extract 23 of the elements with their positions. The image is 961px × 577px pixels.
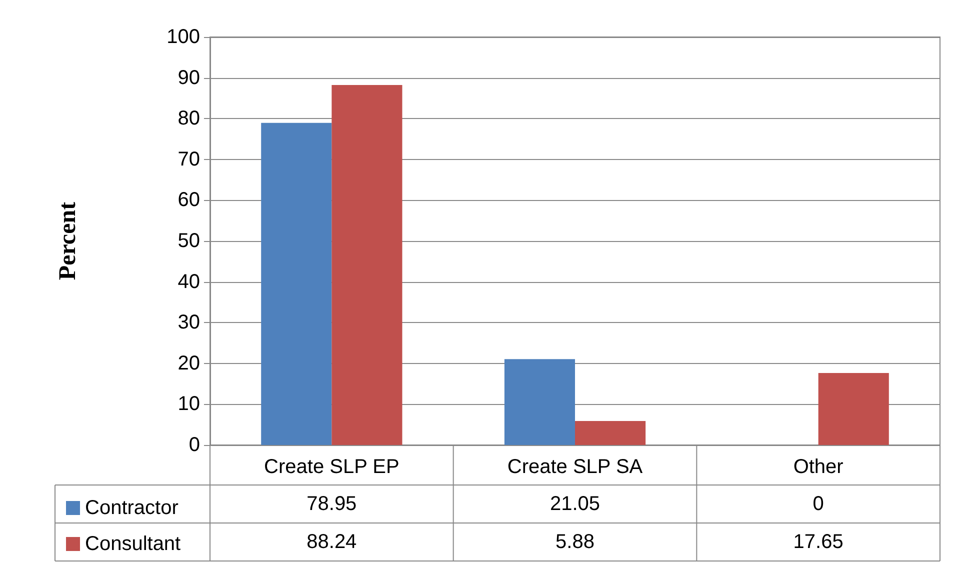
y-tick-label: 10 <box>178 393 200 416</box>
data-label: 17.65 <box>793 531 844 553</box>
legend-label: Contractor <box>85 497 179 519</box>
data-label: 0 <box>812 493 824 515</box>
y-tick-label: 80 <box>178 108 200 130</box>
y-tick-label: 100 <box>166 26 200 48</box>
legend-label: Consultant <box>85 533 182 555</box>
x-tick-label: Create SLP SA <box>507 456 644 478</box>
y-tick-label: 20 <box>178 352 200 374</box>
y-axis-title: Percent <box>55 202 81 280</box>
y-tick-label: 50 <box>178 230 200 252</box>
data-label: 5.88 <box>556 531 594 553</box>
y-tick-label: 40 <box>178 270 200 293</box>
y-tick-label: 70 <box>178 148 200 170</box>
data-label: 78.95 <box>306 493 357 515</box>
y-tick-label: 0 <box>188 434 200 456</box>
y-tick-label: 60 <box>178 189 200 212</box>
data-label: 88.24 <box>306 531 357 553</box>
data-label: 21.05 <box>550 493 600 515</box>
x-tick-label: Create SLP EP <box>264 456 400 478</box>
x-tick-label: Other <box>793 456 844 478</box>
y-tick-label: 30 <box>178 312 200 334</box>
y-tick-label: 90 <box>178 66 200 89</box>
